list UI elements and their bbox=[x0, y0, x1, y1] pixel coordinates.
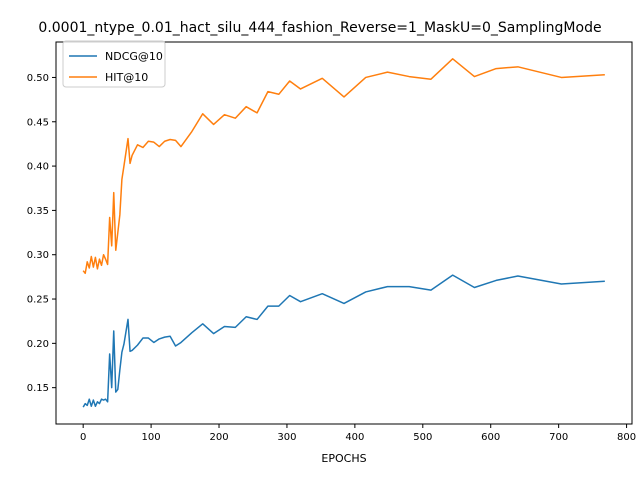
x-tick-label: 600 bbox=[481, 432, 500, 443]
series-line-hit bbox=[82, 58, 605, 275]
legend-box bbox=[62, 40, 166, 88]
x-tick-label: 0 bbox=[80, 432, 86, 443]
legend-label: HIT@10 bbox=[105, 71, 148, 84]
y-tick-label: 0.45 bbox=[27, 117, 49, 128]
x-tick-label: 300 bbox=[277, 432, 296, 443]
y-axis: 0.15 0.20 0.25 0.30 0.35 0.40 0.45 0.50 bbox=[27, 73, 56, 394]
chart-title: 0.0001_ntype_0.01_hact_silu_444_fashion_… bbox=[38, 20, 601, 36]
x-tick-label: 100 bbox=[142, 432, 161, 443]
y-tick-label: 0.30 bbox=[27, 250, 49, 261]
y-tick-label: 0.50 bbox=[27, 73, 49, 84]
x-tick-label: 800 bbox=[617, 432, 636, 443]
plot-area bbox=[82, 58, 605, 408]
y-tick-label: 0.35 bbox=[27, 206, 49, 217]
x-tick-label: 400 bbox=[345, 432, 364, 443]
legend: NDCG@10 HIT@10 bbox=[62, 40, 166, 88]
x-axis-title: EPOCHS bbox=[321, 452, 366, 465]
y-tick-label: 0.40 bbox=[27, 162, 49, 173]
y-tick-label: 0.25 bbox=[27, 295, 49, 306]
x-axis: 0 100 200 300 400 500 600 700 800 bbox=[80, 424, 636, 443]
y-tick-label: 0.20 bbox=[27, 339, 49, 350]
series-line-ndcg bbox=[82, 274, 605, 408]
x-tick-label: 700 bbox=[549, 432, 568, 443]
plot-frame bbox=[55, 41, 633, 425]
legend-label: NDCG@10 bbox=[105, 50, 163, 63]
x-tick-label: 500 bbox=[413, 432, 432, 443]
y-tick-label: 0.15 bbox=[27, 383, 49, 394]
x-tick-label: 200 bbox=[209, 432, 228, 443]
